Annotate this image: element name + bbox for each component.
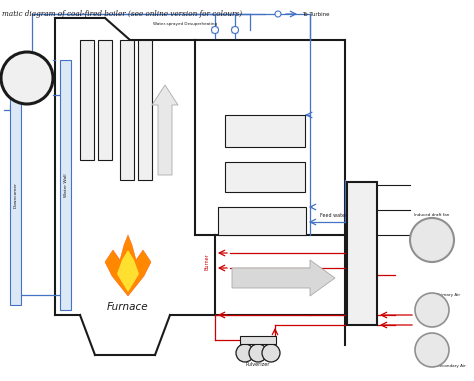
- Text: matic diagram of coal-fired boiler (see online version for colours): matic diagram of coal-fired boiler (see …: [2, 10, 242, 18]
- Bar: [60, 60, 71, 310]
- Circle shape: [275, 11, 281, 17]
- Polygon shape: [105, 235, 151, 296]
- Bar: [98, 40, 112, 160]
- Text: Platen
Superheater: Platen Superheater: [100, 88, 109, 112]
- Circle shape: [211, 27, 219, 34]
- Bar: [120, 40, 134, 180]
- Polygon shape: [152, 85, 178, 175]
- Text: Wall
Superheater: Wall Superheater: [82, 88, 91, 112]
- Bar: [80, 40, 94, 160]
- Text: Low temperature gas: Low temperature gas: [253, 276, 297, 280]
- Text: Economizer: Economizer: [249, 219, 274, 223]
- Circle shape: [1, 52, 53, 104]
- Text: Secondary Air: Secondary Air: [437, 364, 466, 368]
- Circle shape: [236, 344, 254, 362]
- Bar: [218, 207, 306, 235]
- Circle shape: [249, 344, 267, 362]
- Bar: [225, 115, 305, 147]
- Text: Low Temperature
Superheater: Low Temperature Superheater: [247, 127, 283, 135]
- Bar: [10, 85, 21, 305]
- Bar: [225, 162, 305, 192]
- Text: Burner: Burner: [204, 254, 210, 271]
- Text: To Turbine: To Turbine: [302, 11, 329, 16]
- Text: Water Wall: Water Wall: [64, 173, 67, 197]
- Text: Low temperature
Reheater: Low temperature Reheater: [247, 173, 283, 181]
- Circle shape: [262, 344, 280, 362]
- Text: Induced draft fan: Induced draft fan: [414, 213, 450, 217]
- Bar: [138, 40, 152, 180]
- Bar: [347, 182, 377, 325]
- Text: Water-sprayed Desuperheating: Water-sprayed Desuperheating: [153, 22, 217, 26]
- Text: Downcomer: Downcomer: [13, 182, 18, 208]
- Text: Primary Air: Primary Air: [437, 293, 460, 297]
- Bar: [240, 336, 276, 344]
- Text: Air Preheater: Air Preheater: [359, 237, 365, 270]
- Circle shape: [410, 218, 454, 262]
- Text: wall combustion
gas flux: wall combustion gas flux: [161, 124, 169, 156]
- Text: High Temperature
Reheater: High Temperature Reheater: [123, 94, 131, 126]
- Polygon shape: [117, 250, 139, 292]
- Text: Pulverizer: Pulverizer: [246, 362, 270, 368]
- Text: High Temperature
Superheater: High Temperature Superheater: [141, 94, 149, 126]
- Circle shape: [231, 27, 238, 34]
- Text: Furnace: Furnace: [107, 302, 149, 312]
- Polygon shape: [232, 260, 335, 296]
- Circle shape: [415, 333, 449, 367]
- Circle shape: [415, 293, 449, 327]
- Text: Feed water: Feed water: [320, 213, 347, 218]
